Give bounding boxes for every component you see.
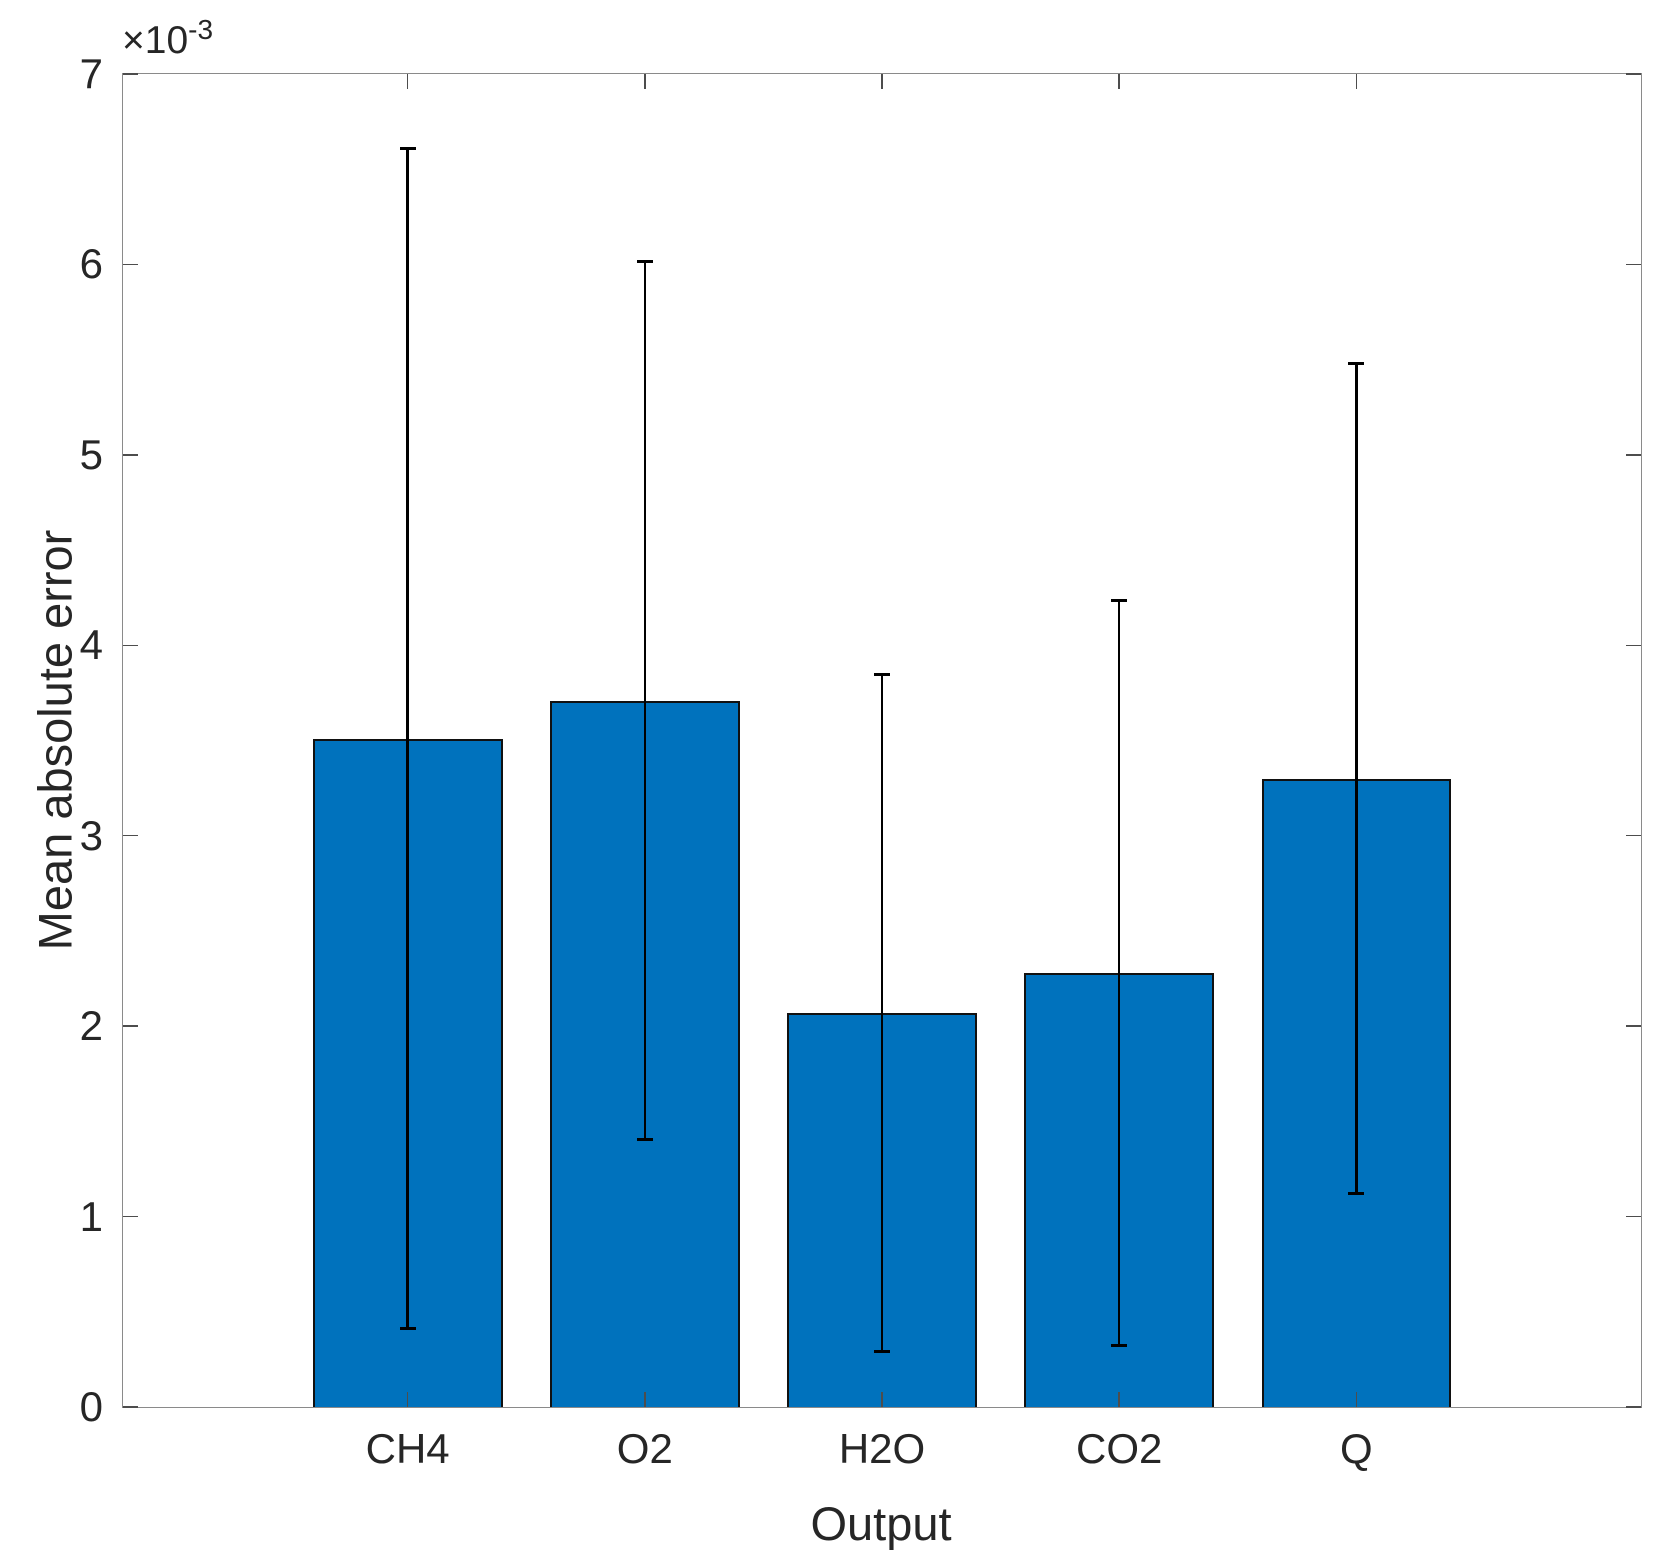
y-tick-2	[123, 1025, 138, 1027]
error-bar-co2	[1117, 599, 1121, 1347]
x-tick-top-q	[1355, 74, 1358, 89]
error-bar-o2	[643, 260, 647, 1141]
y-axis-offset-exponent: -3	[188, 14, 214, 45]
x-tick-label-co2: CO2	[1076, 1425, 1163, 1472]
y-tick-0	[123, 1406, 138, 1408]
y-tick-right-4	[1626, 644, 1641, 647]
x-axis-label: Output	[810, 1497, 952, 1550]
x-tick-co2	[1118, 1392, 1120, 1407]
y-tick-right-1	[1626, 1215, 1641, 1218]
y-tick-7	[123, 73, 138, 75]
x-tick-top-co2	[1118, 74, 1120, 89]
x-tick-label-q: Q	[1340, 1425, 1373, 1472]
error-bar-cap-top-co2	[1111, 598, 1128, 602]
y-tick-right-2	[1626, 1025, 1641, 1027]
y-tick-right-6	[1626, 263, 1641, 266]
error-bar-cap-top-ch4	[399, 147, 416, 151]
x-tick-top-ch4	[406, 74, 409, 89]
y-tick-label-7: 7	[79, 50, 103, 97]
y-axis-label: Mean absolute error	[28, 529, 82, 951]
y-tick-3	[123, 834, 138, 837]
error-bar-cap-bottom-co2	[1111, 1344, 1128, 1348]
error-bar-cap-top-h2o	[874, 672, 890, 676]
y-tick-right-0	[1626, 1406, 1641, 1408]
error-bar-cap-top-q	[1348, 362, 1365, 366]
x-tick-o2	[644, 1392, 646, 1407]
y-tick-right-3	[1626, 834, 1641, 837]
y-axis-offset-base: ×10	[122, 19, 189, 62]
error-bar-cap-bottom-q	[1348, 1191, 1365, 1195]
error-bar-cap-bottom-o2	[636, 1138, 653, 1142]
y-tick-4	[123, 644, 138, 647]
error-bar-cap-bottom-h2o	[874, 1349, 890, 1353]
error-bar-ch4	[406, 148, 409, 1329]
x-tick-h2o	[881, 1392, 883, 1407]
y-tick-6	[123, 263, 138, 266]
y-tick-label-4: 4	[79, 621, 103, 669]
y-tick-5	[123, 454, 138, 456]
error-bar-q	[1355, 363, 1358, 1194]
x-tick-top-h2o	[881, 74, 883, 89]
error-bar-h2o	[880, 673, 884, 1352]
error-bar-cap-bottom-ch4	[399, 1326, 416, 1330]
y-tick-1	[123, 1215, 138, 1218]
x-tick-top-o2	[644, 74, 646, 89]
y-tick-label-1: 1	[79, 1192, 103, 1240]
y-tick-label-2: 2	[79, 1002, 103, 1050]
y-axis-offset-label: ×10-3	[122, 14, 213, 63]
y-tick-label-6: 6	[79, 240, 103, 288]
x-tick-q	[1355, 1392, 1358, 1407]
x-tick-label-ch4: CH4	[365, 1425, 450, 1472]
y-tick-right-7	[1626, 73, 1641, 75]
plot-area: CH4 O2 H2O CO2 Q 0 1 2 3 4 5 6 7	[80, 53, 1642, 1472]
x-tick-label-o2: O2	[616, 1425, 673, 1472]
y-tick-label-3: 3	[79, 811, 103, 859]
x-tick-label-h2o: H2O	[838, 1425, 926, 1472]
x-tick-ch4	[406, 1392, 409, 1407]
y-tick-right-5	[1626, 454, 1641, 456]
y-tick-label-0: 0	[79, 1383, 103, 1430]
error-bar-cap-top-o2	[636, 259, 653, 263]
y-tick-label-5: 5	[79, 430, 103, 478]
